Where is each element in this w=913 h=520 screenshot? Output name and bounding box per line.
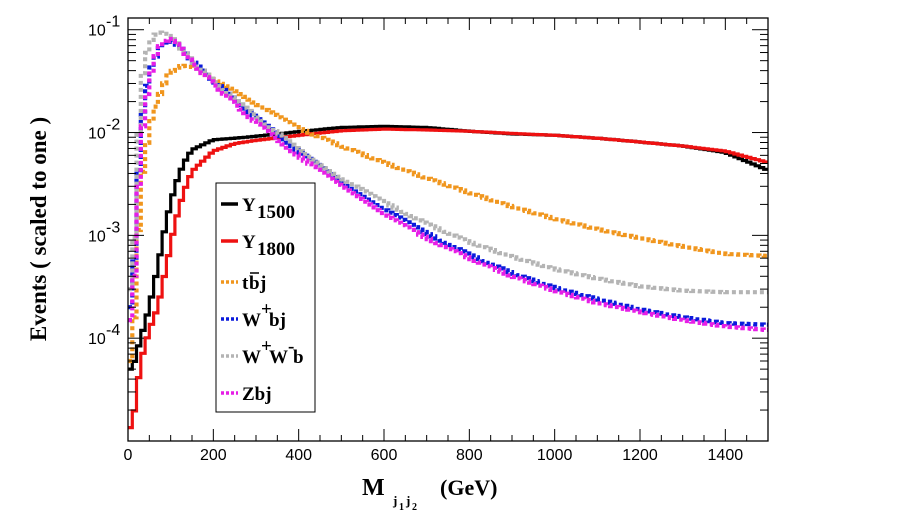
legend-label-wbj-w: W	[242, 310, 261, 331]
legend-entry-y1500: Y 1500	[221, 195, 295, 223]
x-tick-label: 600	[371, 447, 398, 464]
legend-label-wwb-tail: b	[293, 347, 304, 368]
legend-entry-wwb: W + W - b	[221, 336, 304, 368]
series-line-y1800	[128, 127, 768, 430]
legend-label-wbj-tail: bj	[269, 310, 286, 331]
series-line-tbj	[128, 63, 768, 364]
legend-label-tbj-j: j	[259, 273, 266, 294]
x-axis-title-sub-j1-index: 1	[399, 502, 404, 513]
legend-label-wbj-sup: +	[261, 299, 272, 320]
y-tick-label-base: 10	[88, 23, 106, 40]
x-axis-title-main: M	[362, 475, 385, 501]
y-tick-label-exp: -2	[106, 117, 120, 134]
legend-label-y1800: Y	[242, 232, 256, 253]
y-tick-label-exp: -4	[106, 322, 120, 339]
x-tick-label: 1000	[537, 447, 573, 464]
x-axis-title: M j 1 j 2 (GeV)	[362, 475, 497, 513]
legend-entry-tbj: t b j	[221, 272, 266, 294]
x-tick-label: 800	[456, 447, 483, 464]
legend-label-zbj: Zbj	[242, 384, 272, 405]
legend-label-wwb-sup2: -	[288, 336, 294, 357]
legend-label-y1500-sub: 1500	[257, 202, 295, 223]
legend-entry-wbj: W + bj	[221, 299, 286, 331]
y-tick-label-base: 10	[88, 331, 106, 348]
legend-label-wwb-sup1: +	[261, 336, 272, 357]
legend-label-tbj-b: b	[249, 273, 260, 294]
legend-label-wwb-w1: W	[242, 347, 261, 368]
x-ticks: 0 200 400 600 800 1000 1200 1400	[124, 18, 769, 464]
legend: Y 1500 Y 1800 t b j W + bj W + W - b	[215, 182, 316, 413]
x-axis-title-sub-j1: j	[392, 493, 397, 508]
legend-label-tbj-t: t	[242, 273, 249, 294]
y-tick-label-exp: -3	[106, 219, 120, 236]
x-tick-label: 1400	[708, 447, 744, 464]
x-tick-label: 200	[200, 447, 227, 464]
x-axis-title-unit: (GeV)	[440, 475, 497, 500]
y-axis-title: Events ( scaled to one )	[26, 117, 51, 341]
plot-lines	[128, 30, 768, 430]
x-axis-title-sub-j2-index: 2	[412, 502, 417, 513]
y-ticks: 10-410-310-210-1	[88, 14, 768, 442]
y-tick-label-base: 10	[88, 228, 106, 245]
legend-entry-y1800: Y 1800	[221, 232, 295, 260]
legend-label-wwb-w2: W	[269, 347, 288, 368]
legend-label-y1500: Y	[242, 195, 256, 216]
x-axis-title-sub-j2: j	[405, 493, 410, 508]
x-tick-label: 1200	[622, 447, 658, 464]
legend-entry-zbj: Zbj	[221, 384, 272, 405]
legend-box	[215, 182, 316, 413]
x-tick-label: 400	[285, 447, 312, 464]
legend-label-y1800-sub: 1800	[257, 239, 295, 260]
y-tick-label-exp: -1	[106, 14, 120, 31]
y-tick-label-base: 10	[88, 126, 106, 143]
x-tick-label: 0	[124, 447, 133, 464]
